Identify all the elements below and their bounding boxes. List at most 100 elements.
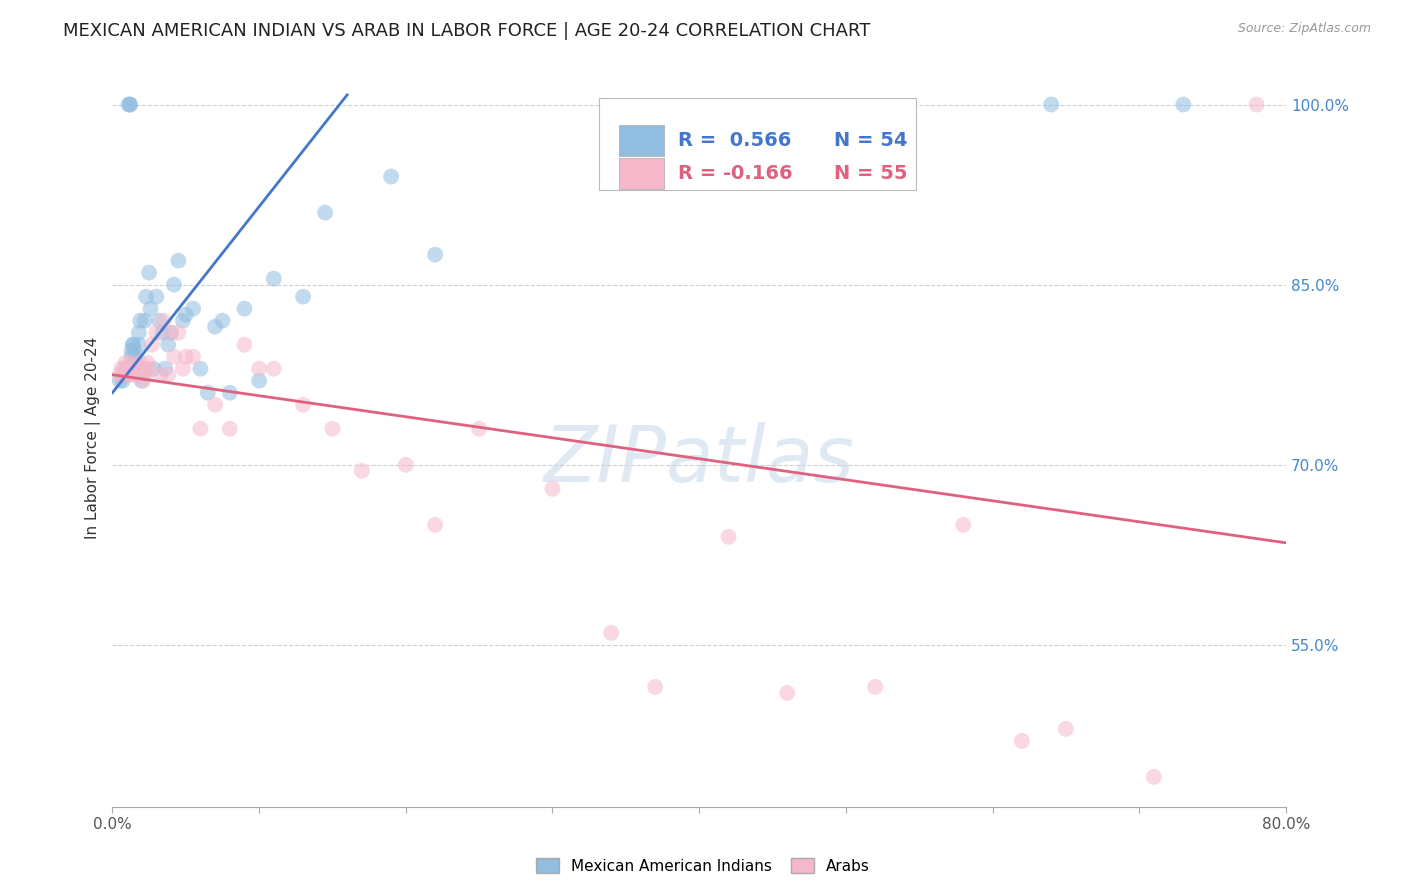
Point bbox=[350, 464, 373, 478]
Point bbox=[115, 368, 138, 382]
Point bbox=[468, 422, 491, 436]
Point bbox=[233, 337, 256, 351]
Point bbox=[321, 422, 343, 436]
Point bbox=[149, 368, 172, 382]
Point bbox=[644, 680, 666, 694]
Point bbox=[218, 422, 240, 436]
Point bbox=[152, 314, 174, 328]
Point bbox=[292, 290, 315, 304]
Point bbox=[125, 356, 148, 370]
Point bbox=[197, 385, 219, 400]
Point bbox=[172, 361, 194, 376]
Point bbox=[139, 301, 162, 316]
Point bbox=[717, 530, 740, 544]
Point bbox=[1040, 97, 1063, 112]
Point bbox=[136, 356, 159, 370]
Point bbox=[160, 326, 183, 340]
Point bbox=[111, 374, 134, 388]
Point bbox=[135, 290, 157, 304]
Point bbox=[127, 368, 149, 382]
Point bbox=[292, 398, 315, 412]
Point bbox=[122, 337, 145, 351]
Point bbox=[114, 368, 136, 382]
Y-axis label: In Labor Force | Age 20-24: In Labor Force | Age 20-24 bbox=[86, 336, 101, 539]
Point bbox=[150, 326, 173, 340]
Point bbox=[174, 350, 197, 364]
Point bbox=[128, 337, 150, 351]
Text: Source: ZipAtlas.com: Source: ZipAtlas.com bbox=[1237, 22, 1371, 36]
Point bbox=[190, 422, 212, 436]
Point bbox=[204, 319, 226, 334]
Text: R =  0.566: R = 0.566 bbox=[678, 131, 792, 150]
Point bbox=[112, 368, 135, 382]
Point bbox=[117, 361, 139, 376]
Point bbox=[117, 361, 139, 376]
Point bbox=[211, 314, 233, 328]
Point bbox=[142, 361, 165, 376]
Point bbox=[128, 361, 150, 376]
Point bbox=[218, 385, 240, 400]
Point bbox=[117, 97, 139, 112]
Point bbox=[952, 517, 974, 532]
Point bbox=[247, 361, 270, 376]
Point bbox=[233, 301, 256, 316]
Point bbox=[263, 361, 285, 376]
Point bbox=[131, 374, 153, 388]
Point bbox=[167, 253, 190, 268]
Point bbox=[1246, 97, 1268, 112]
Point bbox=[122, 361, 145, 376]
Text: ZIPatlas: ZIPatlas bbox=[544, 422, 855, 498]
Point bbox=[174, 308, 197, 322]
Point bbox=[423, 517, 446, 532]
Point bbox=[121, 343, 143, 358]
Point bbox=[112, 361, 135, 376]
Point bbox=[181, 350, 204, 364]
Point bbox=[1143, 770, 1166, 784]
Point bbox=[181, 301, 204, 316]
Point bbox=[122, 337, 145, 351]
Point bbox=[395, 458, 418, 472]
Point bbox=[1173, 97, 1195, 112]
Point bbox=[1011, 734, 1033, 748]
Point bbox=[138, 266, 160, 280]
Point bbox=[148, 314, 170, 328]
Point bbox=[128, 326, 150, 340]
Point bbox=[247, 374, 270, 388]
Point bbox=[163, 350, 186, 364]
Point bbox=[127, 361, 149, 376]
Point bbox=[110, 361, 132, 376]
Point bbox=[155, 361, 177, 376]
Point bbox=[145, 326, 167, 340]
Point bbox=[776, 686, 799, 700]
Point bbox=[163, 277, 186, 292]
Point bbox=[115, 361, 138, 376]
Point bbox=[157, 337, 180, 351]
Point bbox=[145, 290, 167, 304]
Point bbox=[124, 350, 146, 364]
Point bbox=[121, 368, 143, 382]
Point bbox=[190, 361, 212, 376]
Text: R = -0.166: R = -0.166 bbox=[678, 164, 793, 183]
Point bbox=[118, 356, 141, 370]
Point bbox=[204, 398, 226, 412]
Point bbox=[132, 374, 155, 388]
Point bbox=[134, 314, 156, 328]
FancyBboxPatch shape bbox=[620, 125, 664, 156]
Text: N = 54: N = 54 bbox=[834, 131, 908, 150]
Point bbox=[1054, 722, 1077, 736]
Point bbox=[141, 337, 163, 351]
Point bbox=[118, 97, 141, 112]
Point bbox=[263, 271, 285, 285]
Point bbox=[129, 314, 152, 328]
Point bbox=[600, 626, 623, 640]
Point bbox=[380, 169, 402, 184]
Point bbox=[125, 361, 148, 376]
Point bbox=[157, 368, 180, 382]
Point bbox=[124, 368, 146, 382]
Point bbox=[114, 356, 136, 370]
Point bbox=[124, 343, 146, 358]
Point bbox=[138, 361, 160, 376]
Text: N = 55: N = 55 bbox=[834, 164, 908, 183]
Point bbox=[132, 361, 155, 376]
Point bbox=[160, 326, 183, 340]
